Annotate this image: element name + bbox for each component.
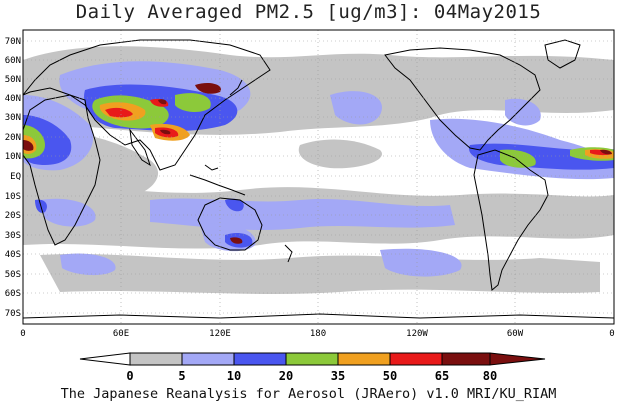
lon-label: 120W <box>406 329 428 339</box>
gridlines <box>23 30 614 324</box>
colorbar-cell <box>181 352 235 366</box>
colorbar-label: 65 <box>435 369 449 383</box>
lat-label: 50S <box>5 270 21 280</box>
colorbar-label: 5 <box>178 369 185 383</box>
lon-label: 0 <box>20 329 25 339</box>
colorbar: 0 5 10 20 35 50 65 80 <box>79 352 546 383</box>
source-credit: The Japanese Reanalysis for Aerosol (JRA… <box>60 386 557 402</box>
lat-label: 60S <box>5 289 21 299</box>
lat-label: 30S <box>5 231 21 241</box>
colorbar-cell <box>441 352 491 366</box>
lat-label: EQ <box>10 172 21 182</box>
lon-label: 180 <box>310 329 326 339</box>
lat-label: 70S <box>5 309 21 319</box>
lon-label: 0 <box>609 329 614 339</box>
colorbar-cell <box>79 352 131 366</box>
colorbar-cell <box>129 352 183 366</box>
map-title: Daily Averaged PM2.5 [ug/m3]: 04May2015 <box>75 1 542 23</box>
lon-label: 60W <box>507 329 524 339</box>
colorbar-label: 50 <box>383 369 397 383</box>
colorbar-label: 35 <box>331 369 345 383</box>
lat-label: 10S <box>5 192 21 202</box>
longitude-labels: 0 60E 120E 180 120W 60W 0 <box>20 329 614 339</box>
lat-label: 50N <box>5 75 21 85</box>
colorbar-label: 80 <box>483 369 497 383</box>
latitude-labels: 70N 60N 50N 40N 30N 20N 10N EQ 10S 20S 3… <box>5 37 21 319</box>
lon-label: 120E <box>209 329 231 339</box>
lat-label: 40N <box>5 94 21 104</box>
lat-label: 10N <box>5 152 21 162</box>
colorbar-label: 10 <box>227 369 241 383</box>
colorbar-cell <box>389 352 443 366</box>
lat-label: 40S <box>5 250 21 260</box>
lat-label: 60N <box>5 56 21 66</box>
colorbar-label: 0 <box>126 369 133 383</box>
colorbar-cell <box>285 352 339 366</box>
lat-label: 70N <box>5 37 21 47</box>
lon-label: 60E <box>113 329 129 339</box>
colorbar-cell <box>337 352 391 366</box>
lat-label: 30N <box>5 113 21 123</box>
lat-label: 20S <box>5 211 21 221</box>
pm25-field <box>23 46 614 294</box>
colorbar-label: 20 <box>279 369 293 383</box>
lat-label: 20N <box>5 133 21 143</box>
map-frame <box>22 29 615 325</box>
colorbar-cell <box>233 352 287 366</box>
coastlines <box>23 39 614 319</box>
colorbar-cell <box>489 352 546 366</box>
